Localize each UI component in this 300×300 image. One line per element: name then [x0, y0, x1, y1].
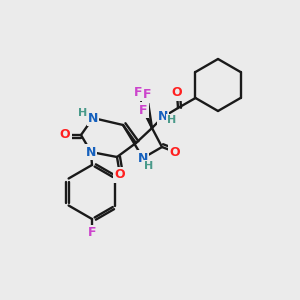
Text: H: H [144, 161, 154, 171]
Text: F: F [143, 88, 151, 101]
Text: O: O [172, 86, 182, 100]
Text: H: H [78, 108, 88, 118]
Text: O: O [60, 128, 70, 142]
Text: N: N [138, 152, 148, 164]
Text: O: O [115, 169, 125, 182]
Text: F: F [134, 86, 142, 100]
Text: F: F [88, 226, 96, 239]
Text: N: N [86, 146, 96, 158]
Text: H: H [167, 115, 177, 125]
Text: N: N [88, 112, 98, 124]
Text: F: F [139, 103, 147, 116]
Text: O: O [170, 146, 180, 158]
Text: N: N [158, 110, 168, 124]
